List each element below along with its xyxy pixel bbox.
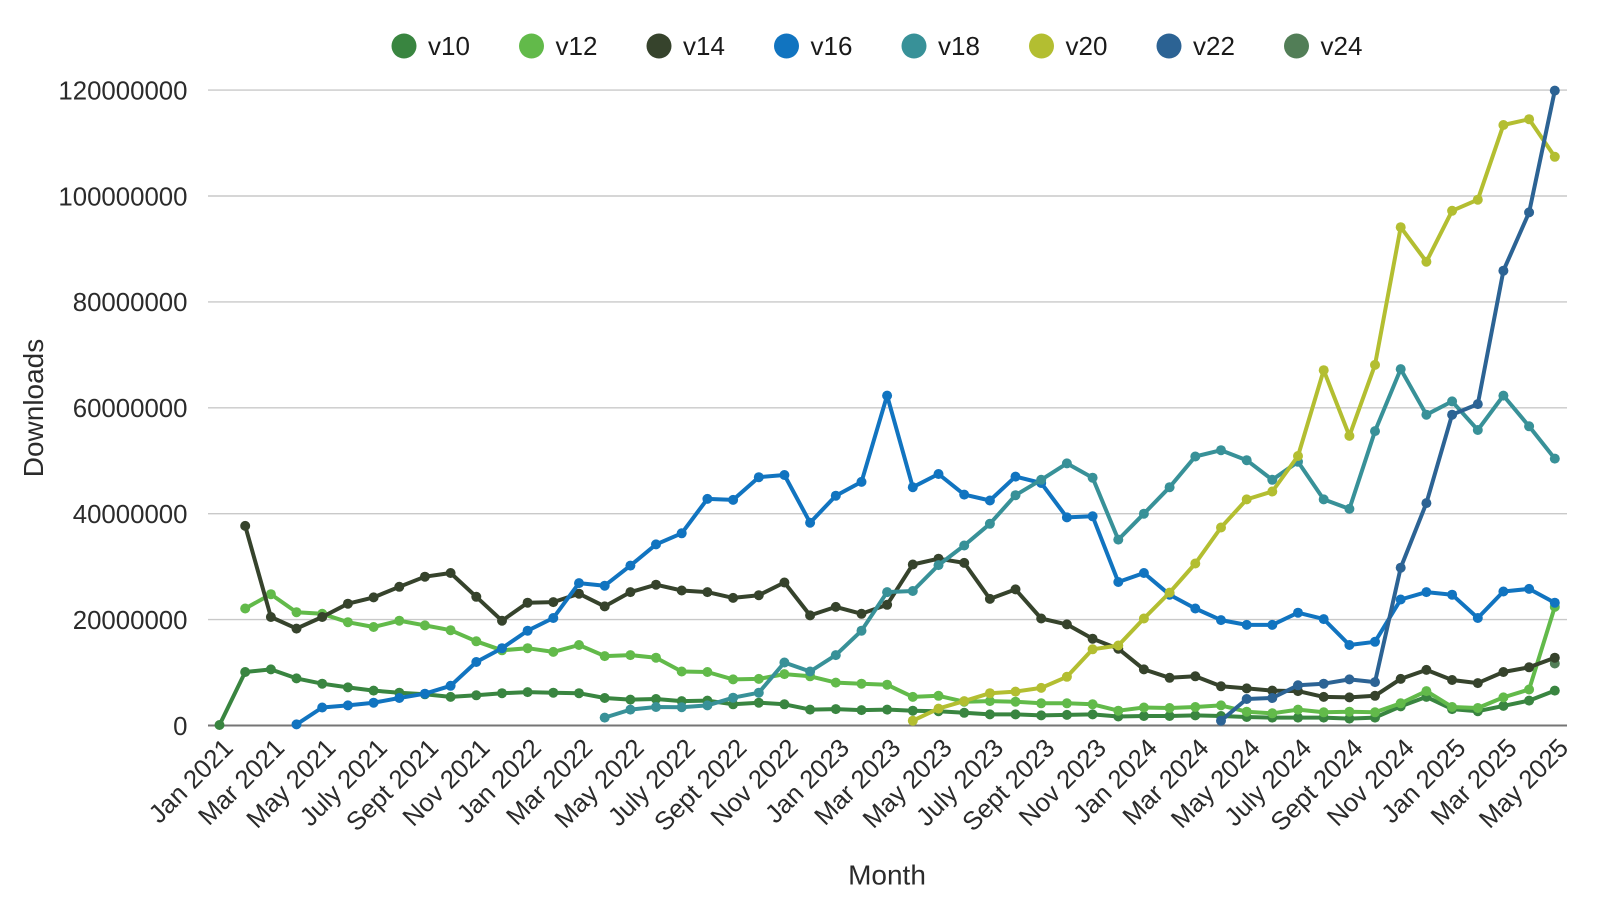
- svg-text:120000000: 120000000: [58, 77, 187, 105]
- svg-text:0: 0: [173, 713, 187, 741]
- svg-text:v14: v14: [683, 31, 725, 61]
- svg-text:v16: v16: [811, 31, 853, 61]
- svg-text:100000000: 100000000: [58, 183, 187, 211]
- svg-text:Downloads: Downloads: [18, 339, 49, 478]
- svg-text:v24: v24: [1321, 31, 1363, 61]
- svg-text:80000000: 80000000: [73, 289, 188, 317]
- svg-text:60000000: 60000000: [73, 395, 188, 423]
- svg-text:v12: v12: [556, 31, 598, 61]
- svg-text:Month: Month: [848, 860, 926, 891]
- svg-text:v20: v20: [1066, 31, 1108, 61]
- svg-text:40000000: 40000000: [73, 501, 188, 529]
- svg-text:v22: v22: [1193, 31, 1235, 61]
- svg-text:v10: v10: [428, 31, 470, 61]
- svg-text:v18: v18: [938, 31, 980, 61]
- svg-text:20000000: 20000000: [73, 607, 188, 635]
